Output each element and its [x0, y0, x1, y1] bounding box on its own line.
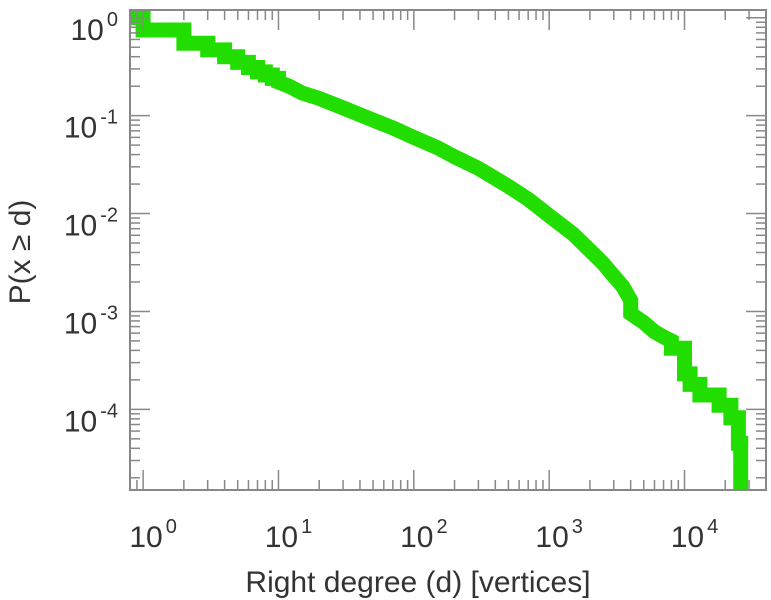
x-tick-label: 10 3	[535, 516, 583, 554]
x-tick-label: 10 1	[265, 516, 313, 554]
x-tick-label: 10 2	[400, 516, 448, 554]
y-tick-label: 10 0	[71, 9, 119, 47]
y-axis-label: P(x ≥ d)	[4, 200, 37, 305]
plot-frame	[129, 9, 767, 491]
y-tick-label: 10 -4	[64, 400, 118, 438]
axis-ticks	[129, 10, 767, 490]
series-line-0	[130, 10, 749, 490]
x-tick-labels: 10 0 10 1 10 2 10 3 10 4	[129, 516, 718, 554]
x-axis-label: Right degree (d) [vertices]	[245, 566, 590, 599]
x-tick-label: 10 4	[671, 516, 719, 554]
y-tick-label: 10 -3	[64, 302, 118, 340]
chart-marks	[130, 10, 749, 490]
x-tick-label: 10 0	[129, 516, 177, 554]
y-tick-label: 10 -1	[64, 107, 118, 145]
y-tick-label: 10 -2	[64, 205, 118, 243]
